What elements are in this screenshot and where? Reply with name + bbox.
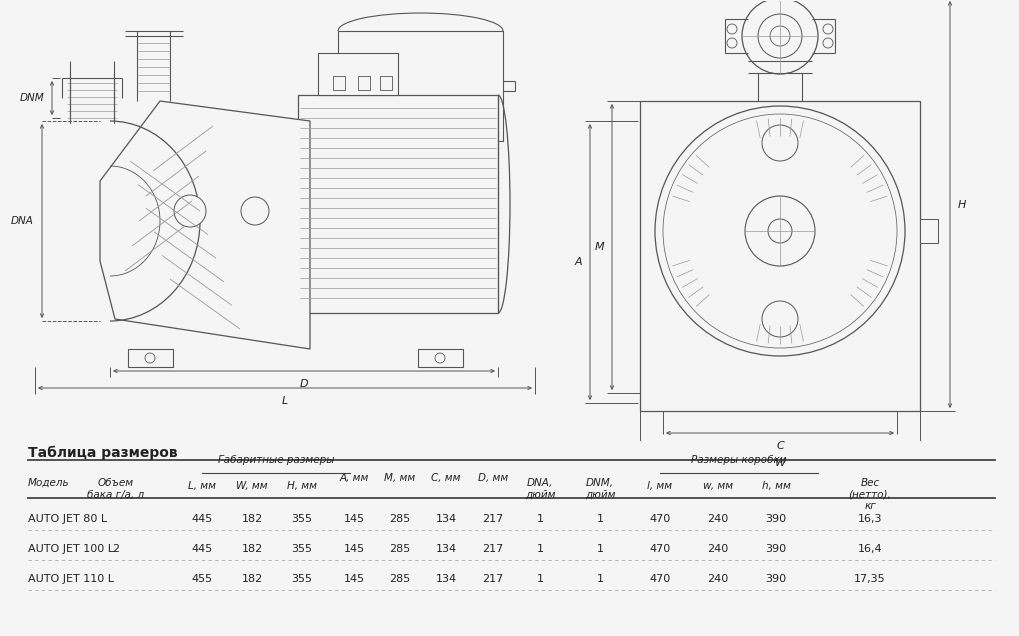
Circle shape <box>757 14 801 58</box>
Bar <box>418 349 463 367</box>
Text: W, мм: W, мм <box>236 481 268 491</box>
Text: 1: 1 <box>536 544 543 554</box>
Text: 217: 217 <box>482 514 503 524</box>
Circle shape <box>769 26 790 46</box>
Text: 470: 470 <box>649 574 669 584</box>
Bar <box>380 76 391 90</box>
Bar <box>337 31 502 141</box>
Text: 145: 145 <box>343 574 364 584</box>
Text: 240: 240 <box>707 574 728 584</box>
Text: 1: 1 <box>596 574 603 584</box>
Text: D, мм: D, мм <box>478 473 507 483</box>
Circle shape <box>822 24 833 34</box>
Bar <box>318 53 397 95</box>
Text: 2: 2 <box>112 544 119 554</box>
Text: Модель: Модель <box>28 478 69 488</box>
Text: 182: 182 <box>242 574 262 584</box>
Text: 134: 134 <box>435 544 457 554</box>
Text: 470: 470 <box>649 544 669 554</box>
Text: 134: 134 <box>435 514 457 524</box>
Text: 1: 1 <box>536 574 543 584</box>
Text: AUTO JET 80 L: AUTO JET 80 L <box>28 514 107 524</box>
Text: 16,4: 16,4 <box>857 544 881 554</box>
Text: С, мм: С, мм <box>431 473 461 483</box>
Text: 217: 217 <box>482 544 503 554</box>
Text: 445: 445 <box>192 544 212 554</box>
Text: 355: 355 <box>291 574 312 584</box>
Text: 240: 240 <box>707 514 728 524</box>
Text: AUTO JET 100 L: AUTO JET 100 L <box>28 544 114 554</box>
Text: C: C <box>775 441 784 451</box>
Text: D: D <box>300 379 308 389</box>
Circle shape <box>822 38 833 48</box>
Circle shape <box>744 196 814 266</box>
Bar <box>298 95 497 313</box>
Text: DNA: DNA <box>11 216 34 226</box>
Text: 285: 285 <box>389 544 411 554</box>
Circle shape <box>174 195 206 227</box>
Text: l, мм: l, мм <box>647 481 672 491</box>
Circle shape <box>727 24 737 34</box>
Text: 240: 240 <box>707 544 728 554</box>
Text: 145: 145 <box>343 544 364 554</box>
Text: H: H <box>957 200 965 209</box>
Text: 182: 182 <box>242 544 262 554</box>
Text: 16,3: 16,3 <box>857 514 881 524</box>
Text: DNA,
дюйм: DNA, дюйм <box>524 478 554 500</box>
Circle shape <box>662 114 896 348</box>
Bar <box>358 76 370 90</box>
Circle shape <box>434 353 444 363</box>
Text: A: A <box>574 257 582 267</box>
Text: А, мм: А, мм <box>339 473 368 483</box>
Text: w, мм: w, мм <box>702 481 733 491</box>
Text: Объем
бака г/а, л: Объем бака г/а, л <box>88 478 145 500</box>
Text: М, мм: М, мм <box>384 473 415 483</box>
Circle shape <box>240 197 269 225</box>
Text: Размеры коробки: Размеры коробки <box>691 455 786 465</box>
Text: 1: 1 <box>596 544 603 554</box>
Circle shape <box>741 0 817 74</box>
Text: M: M <box>594 242 603 252</box>
Text: W: W <box>773 458 785 468</box>
Text: 355: 355 <box>291 514 312 524</box>
Text: DNM,
дюйм: DNM, дюйм <box>584 478 614 500</box>
Circle shape <box>761 125 797 161</box>
Circle shape <box>145 353 155 363</box>
Text: 145: 145 <box>343 514 364 524</box>
Text: DNM: DNM <box>19 93 44 103</box>
Bar <box>127 349 173 367</box>
Text: L: L <box>281 396 287 406</box>
Text: 1: 1 <box>596 514 603 524</box>
Text: 285: 285 <box>389 514 411 524</box>
Text: 390: 390 <box>764 574 786 584</box>
Text: H, мм: H, мм <box>286 481 317 491</box>
Circle shape <box>767 219 791 243</box>
Text: 1: 1 <box>536 514 543 524</box>
Text: h, мм: h, мм <box>761 481 790 491</box>
Text: 134: 134 <box>435 574 457 584</box>
Circle shape <box>727 38 737 48</box>
Circle shape <box>654 106 904 356</box>
Text: AUTO JET 110 L: AUTO JET 110 L <box>28 574 114 584</box>
Text: 470: 470 <box>649 514 669 524</box>
Text: 17,35: 17,35 <box>853 574 884 584</box>
Text: L, мм: L, мм <box>187 481 216 491</box>
Text: Габаритные размеры: Габаритные размеры <box>217 455 334 465</box>
Text: Таблица размеров: Таблица размеров <box>28 446 177 460</box>
Text: 182: 182 <box>242 514 262 524</box>
Circle shape <box>761 301 797 337</box>
Polygon shape <box>100 101 310 349</box>
Text: Вес
(нетто),
кг: Вес (нетто), кг <box>848 478 891 511</box>
Text: 355: 355 <box>291 544 312 554</box>
Bar <box>332 76 344 90</box>
Text: 390: 390 <box>764 544 786 554</box>
Text: 217: 217 <box>482 574 503 584</box>
Bar <box>639 101 919 411</box>
Text: 285: 285 <box>389 574 411 584</box>
Bar <box>919 219 937 243</box>
Text: 455: 455 <box>192 574 212 584</box>
Text: 390: 390 <box>764 514 786 524</box>
Text: 445: 445 <box>192 514 212 524</box>
